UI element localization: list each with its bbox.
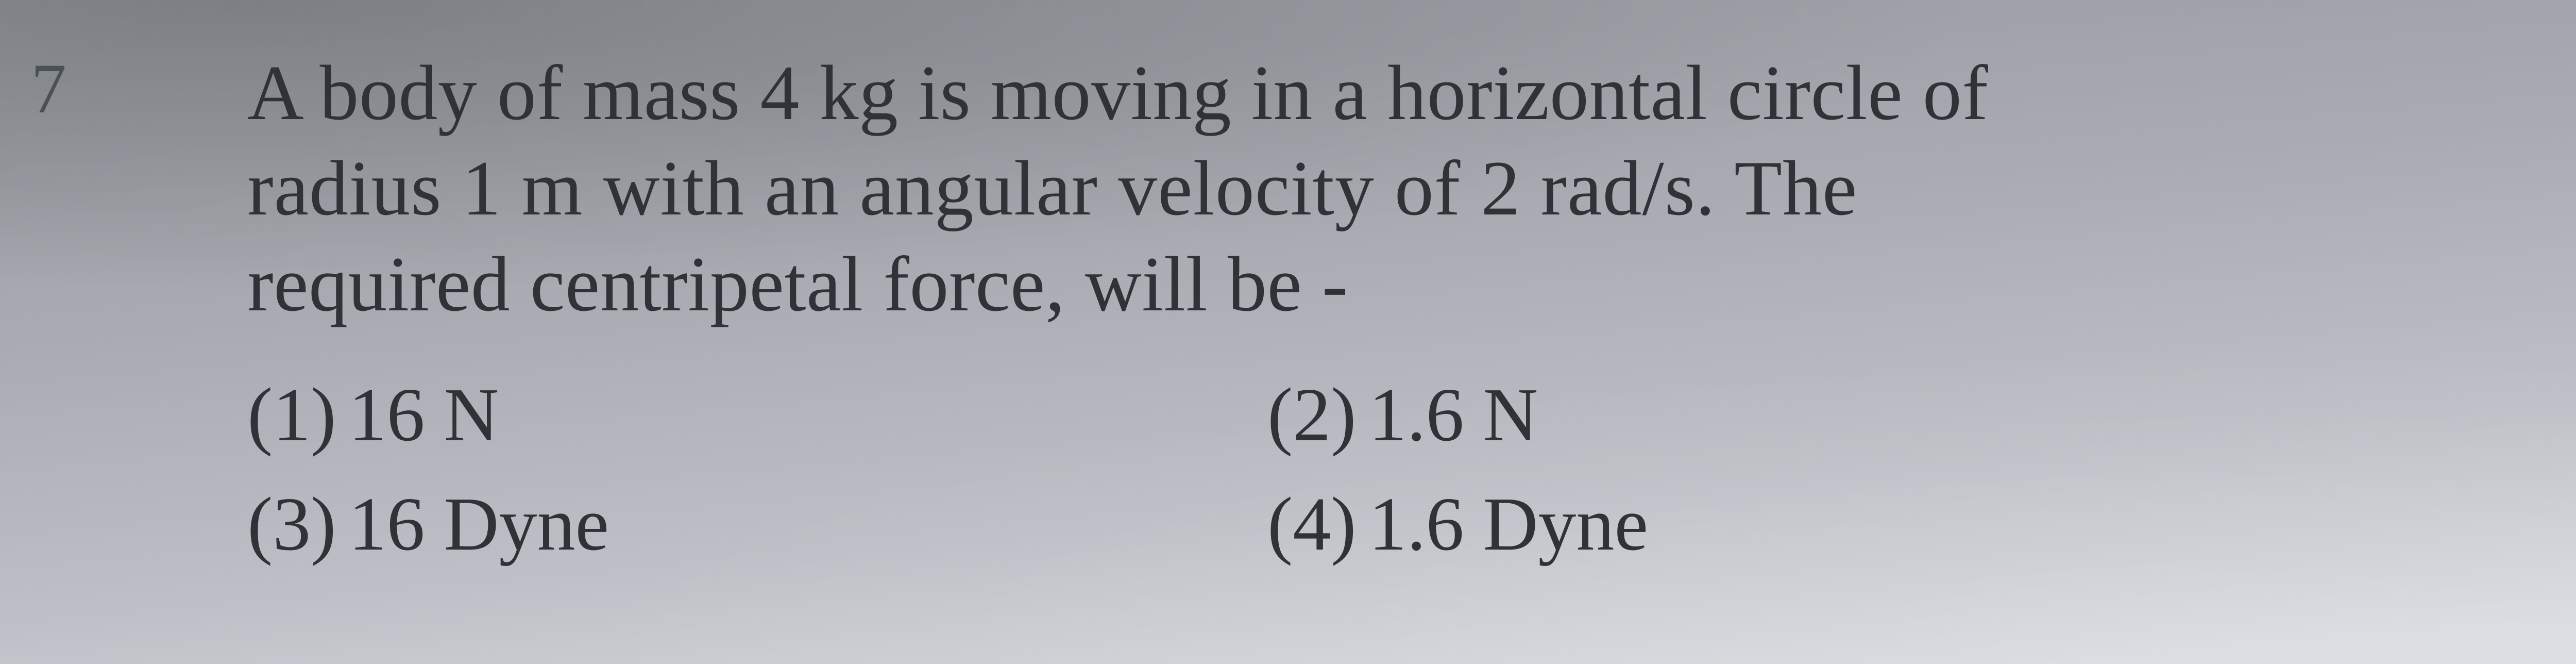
option-2-text: 1.6 N — [1369, 371, 1538, 459]
question-line-3: required centripetal force, will be - — [247, 237, 2499, 332]
option-1-number: (1) — [247, 371, 336, 459]
options-grid: (1) 16 N (2) 1.6 N (3) 16 Dyne (4) 1.6 D… — [247, 371, 2257, 584]
option-3-number: (3) — [247, 480, 336, 568]
option-3-text: 16 Dyne — [349, 480, 609, 568]
question-line-1: A body of mass 4 kg is moving in a horiz… — [247, 45, 2499, 141]
option-4: (4) 1.6 Dyne — [1267, 480, 2257, 584]
option-2: (2) 1.6 N — [1267, 371, 2257, 474]
option-1-text: 16 N — [349, 371, 499, 459]
option-4-number: (4) — [1267, 480, 1357, 568]
question-line-2: radius 1 m with an angular velocity of 2… — [247, 141, 2499, 236]
option-1: (1) 16 N — [247, 371, 1236, 474]
question-number: 7 — [31, 47, 67, 129]
question-text-block: A body of mass 4 kg is moving in a horiz… — [247, 45, 2499, 332]
option-2-number: (2) — [1267, 371, 1357, 459]
option-4-text: 1.6 Dyne — [1369, 480, 1649, 568]
option-3: (3) 16 Dyne — [247, 480, 1236, 584]
